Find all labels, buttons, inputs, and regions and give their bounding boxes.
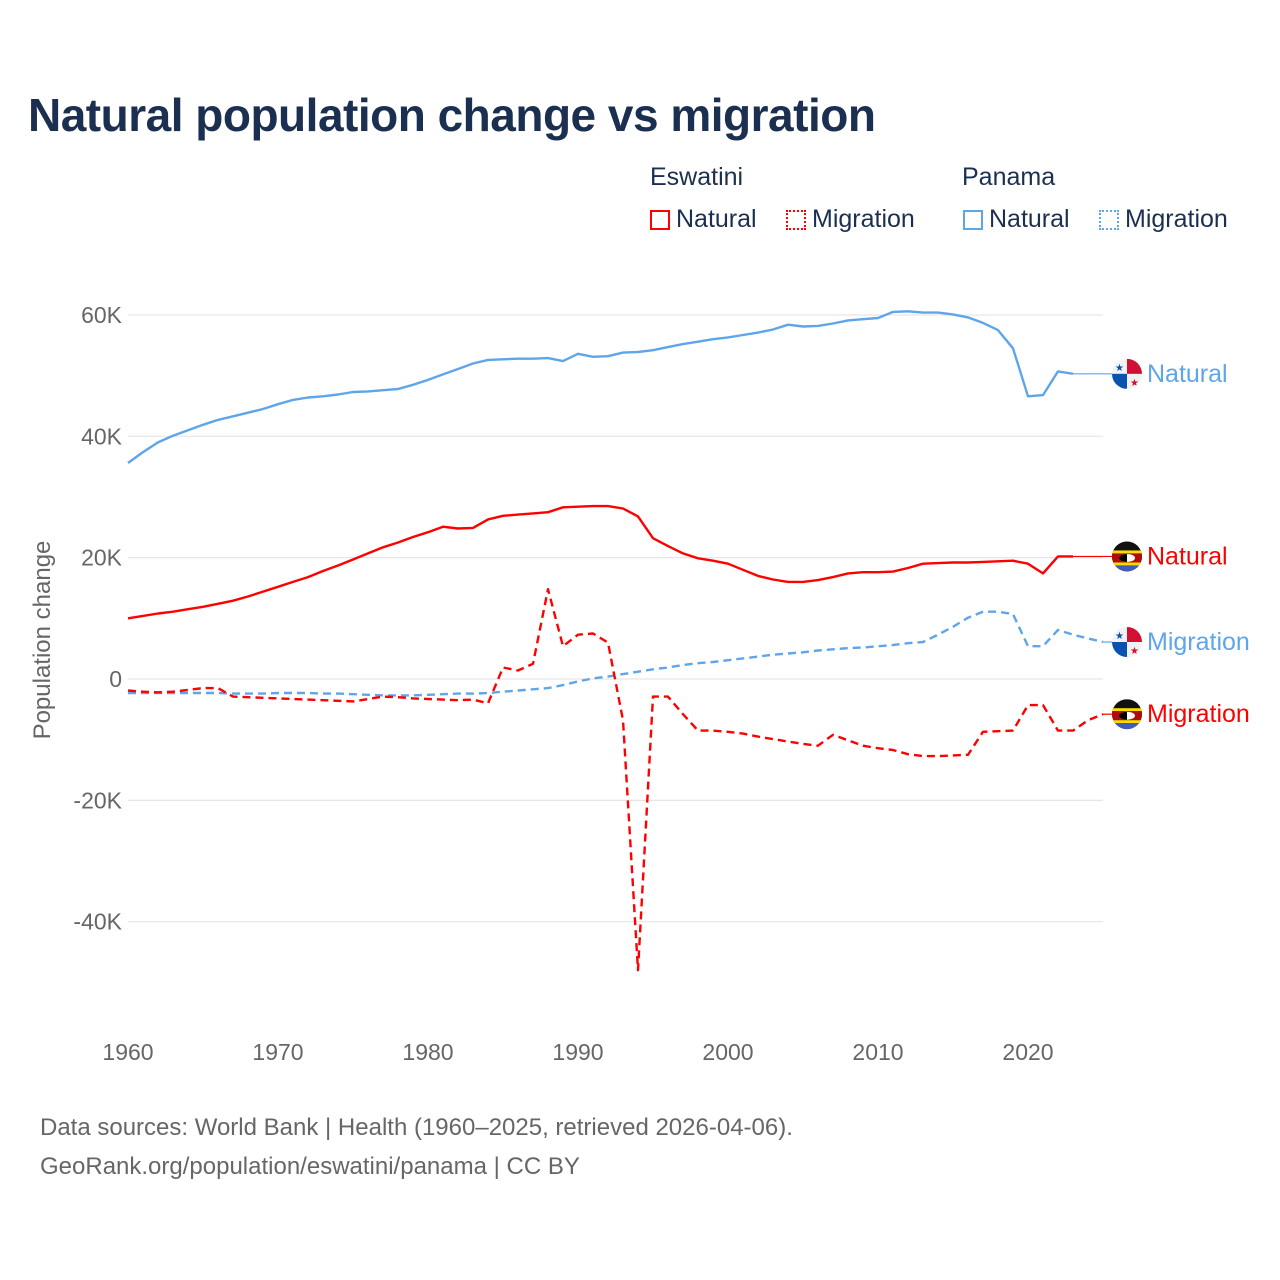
- legend-item-panama-migration[interactable]: Migration: [1099, 205, 1228, 234]
- y-axis-label: Population change: [29, 541, 56, 740]
- x-tick-label: 1960: [102, 1039, 153, 1065]
- end-label-eswatini-natural: Natural: [1147, 542, 1228, 570]
- y-axis-ticks: -40K -20K 0 20K 40K 60K: [73, 302, 122, 935]
- legend-group-eswatini: Eswatini: [650, 163, 744, 191]
- svg-text:★: ★: [1115, 363, 1124, 374]
- footer: Data sources: World Bank | Health (1960–…: [40, 1108, 793, 1186]
- panama-flag-icon: ★★: [1112, 358, 1142, 389]
- series-line-panama-natural: [127, 310, 1074, 464]
- x-tick-label: 2020: [1002, 1039, 1053, 1065]
- legend-label: Migration: [1125, 205, 1228, 233]
- x-tick-label: 1980: [402, 1039, 453, 1065]
- legend-item-eswatini-natural[interactable]: Natural: [650, 205, 757, 234]
- series-lines: [127, 310, 1113, 972]
- end-label-eswatini-migration: Migration: [1147, 700, 1250, 728]
- y-tick-label: -20K: [73, 787, 122, 813]
- end-label-panama-migration: Migration: [1147, 628, 1250, 656]
- footer-link[interactable]: GeoRank.org/population/eswatini/panama |…: [40, 1153, 580, 1180]
- x-axis-ticks: 1960 1970 1980 1990 2000 2010 2020: [102, 1039, 1053, 1065]
- y-tick-label: 40K: [81, 423, 123, 449]
- series-line-eswatini-natural: [127, 504, 1073, 620]
- series-line-eswatini-migration: [127, 588, 1104, 972]
- svg-text:★: ★: [1130, 646, 1139, 657]
- x-tick-label: 2000: [702, 1039, 753, 1065]
- footer-sources: Data sources: World Bank | Health (1960–…: [40, 1114, 793, 1141]
- x-tick-label: 1990: [552, 1039, 603, 1065]
- legend-label: Natural: [676, 205, 757, 233]
- legend-label: Migration: [812, 205, 915, 233]
- y-tick-label: 0: [109, 666, 122, 692]
- end-label-panama-natural: Natural: [1147, 360, 1228, 388]
- eswatini-flag-icon: [1112, 699, 1142, 730]
- legend-swatch-solid: [650, 209, 670, 230]
- eswatini-flag-icon: [1112, 541, 1142, 572]
- legend-swatch-dotted: [786, 209, 806, 230]
- x-tick-label: 2010: [852, 1039, 903, 1065]
- series-line-panama-migration: [128, 610, 1104, 697]
- legend-swatch-dotted: [1099, 209, 1119, 230]
- svg-text:★: ★: [1115, 631, 1124, 642]
- legend-item-panama-natural[interactable]: Natural: [963, 205, 1070, 234]
- legend-swatch-solid: [963, 209, 983, 230]
- y-tick-label: 20K: [81, 545, 123, 571]
- x-tick-label: 1970: [252, 1039, 303, 1065]
- y-tick-label: 60K: [81, 302, 123, 328]
- y-tick-label: -40K: [73, 909, 122, 935]
- svg-text:★: ★: [1130, 378, 1139, 389]
- legend-label: Natural: [989, 205, 1070, 233]
- legend-item-eswatini-migration[interactable]: Migration: [786, 205, 915, 234]
- chart-title: Natural population change vs migration: [28, 89, 876, 141]
- panama-flag-icon: ★★: [1112, 626, 1142, 657]
- legend-group-panama: Panama: [962, 163, 1056, 191]
